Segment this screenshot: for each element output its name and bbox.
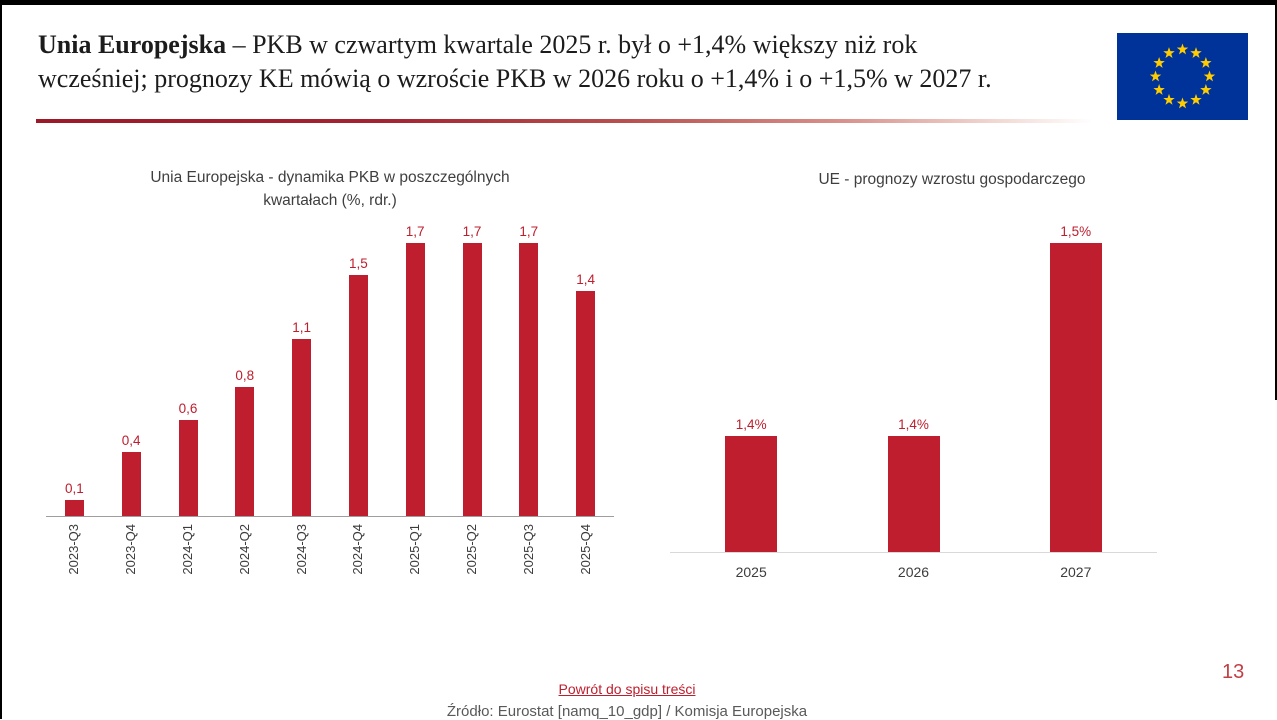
back-to-toc-link[interactable]: Powrót do spisu treści bbox=[558, 681, 696, 697]
x-tick-label: 2023-Q4 bbox=[123, 524, 139, 575]
bar-value-label: 1,4% bbox=[735, 417, 767, 432]
chart-title-quarterly: Unia Europejska - dynamika PKB w poszcze… bbox=[150, 169, 510, 209]
bar bbox=[292, 339, 312, 516]
slide-title-line1: – PKB w czwartym kwartale 2025 r. był o … bbox=[226, 30, 918, 59]
capture-edge-right bbox=[1275, 0, 1277, 400]
x-tick-label: 2024-Q2 bbox=[236, 524, 252, 575]
bar bbox=[348, 275, 368, 516]
slide-title-bold: Unia Europejska bbox=[38, 30, 227, 59]
slide-title: Unia Europejska – PKB w czwartym kwartal… bbox=[38, 28, 1123, 96]
bar bbox=[178, 420, 198, 516]
x-tick-label: 2025-Q2 bbox=[464, 524, 479, 575]
bar-value-label: 1,7 bbox=[405, 224, 425, 239]
x-tick-label: 2027 bbox=[1060, 564, 1092, 580]
x-tick-label: 2023-Q3 bbox=[66, 524, 82, 575]
plot-area-forecast: 1,4% 2025 1,4% 2026 1,5% 2027 bbox=[670, 224, 1157, 580]
bar-value-label: 1,4% bbox=[898, 417, 929, 432]
bar-value-label: 1,5 bbox=[349, 256, 368, 271]
bar bbox=[887, 436, 940, 552]
bar-value-label: 0,4 bbox=[121, 433, 141, 448]
x-tick-label: 2024-Q4 bbox=[350, 524, 366, 575]
eu-flag-icon bbox=[1117, 33, 1248, 120]
plot-area-quarterly: 0,1 2023-Q3 0,4 2023-Q4 0,6 2024-Q1 0,8 2024-Q2… bbox=[46, 224, 614, 575]
bar bbox=[462, 243, 482, 516]
bar-value-label: 1,5% bbox=[1060, 224, 1092, 239]
x-tick-label: 2025-Q3 bbox=[520, 524, 536, 575]
source-text: Źródło: Eurostat [namq_10_gdp] / Komisja… bbox=[446, 703, 808, 720]
chart-title-forecast: UE - prognozy wzrostu gospodarczego bbox=[818, 171, 1086, 188]
bar bbox=[1049, 243, 1102, 552]
slide-title-line2: wcześniej; prognozy KE mówią o wzroście … bbox=[38, 64, 992, 93]
x-tick-label: 2024-Q1 bbox=[180, 524, 195, 575]
bar-value-label: 0,6 bbox=[178, 401, 198, 416]
x-tick-label: 2025-Q1 bbox=[407, 524, 423, 575]
title-divider-line bbox=[36, 119, 1114, 123]
x-tick-label: 2025 bbox=[735, 564, 767, 580]
capture-edge-top bbox=[0, 0, 1277, 5]
page-number: 13 bbox=[1222, 661, 1245, 683]
bar bbox=[725, 436, 778, 552]
bar-value-label: 0,8 bbox=[235, 368, 255, 383]
bar bbox=[235, 387, 255, 516]
x-tick-label: 2026 bbox=[897, 564, 930, 580]
bar bbox=[519, 243, 539, 516]
bar bbox=[405, 243, 425, 516]
bar bbox=[64, 500, 84, 516]
x-tick-label: 2025-Q4 bbox=[577, 524, 593, 575]
bar-value-label: 0,1 bbox=[65, 481, 84, 496]
bar-value-label: 1,1 bbox=[292, 320, 311, 335]
x-tick-label: 2024-Q3 bbox=[293, 524, 309, 575]
bar bbox=[121, 452, 141, 516]
bar bbox=[576, 291, 596, 516]
capture-edge-left bbox=[0, 0, 2, 719]
bar-value-label: 1,4 bbox=[576, 272, 595, 287]
back-link-row: Powrót do spisu treści bbox=[0, 681, 1254, 699]
bar-value-label: 1,7 bbox=[462, 224, 482, 239]
bar-value-label: 1,7 bbox=[519, 224, 539, 239]
